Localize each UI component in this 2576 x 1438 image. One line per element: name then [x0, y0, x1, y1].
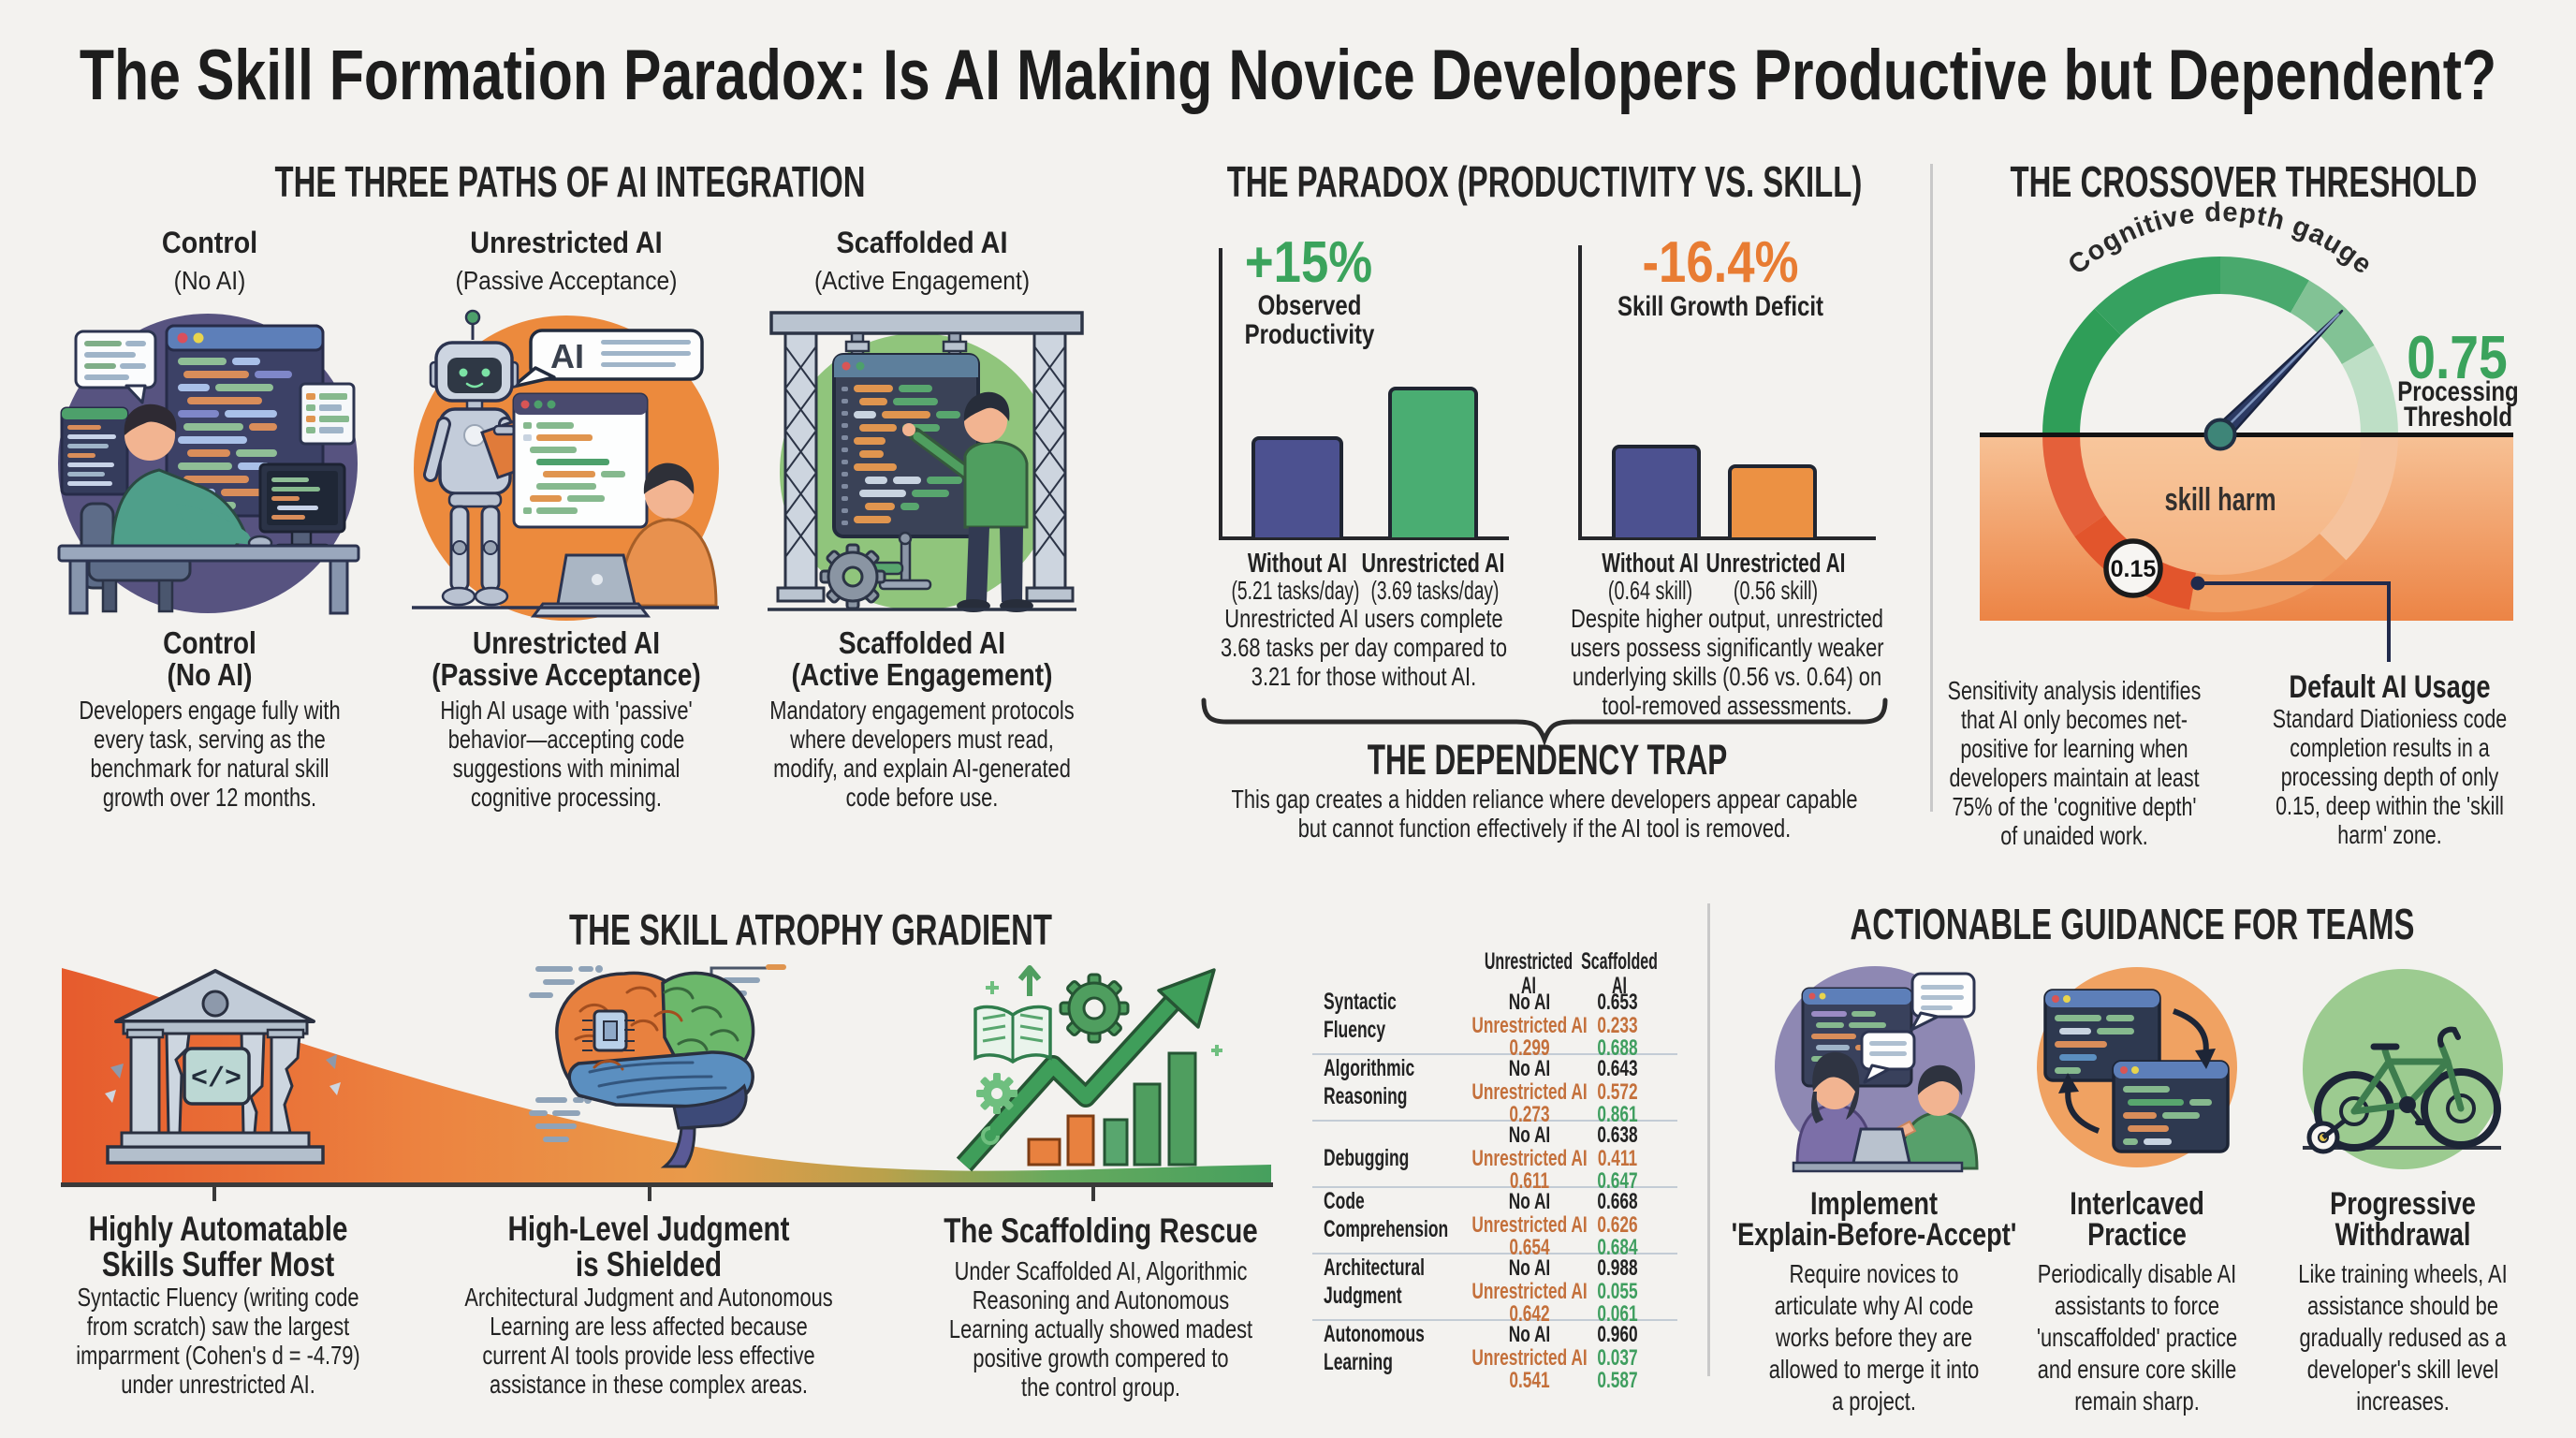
svg-text:AI: AI: [550, 337, 584, 375]
svg-text:0.15: 0.15: [2111, 556, 2157, 582]
svg-text:</>: </>: [191, 1064, 242, 1095]
svg-text:skill harm: skill harm: [2164, 483, 2276, 518]
